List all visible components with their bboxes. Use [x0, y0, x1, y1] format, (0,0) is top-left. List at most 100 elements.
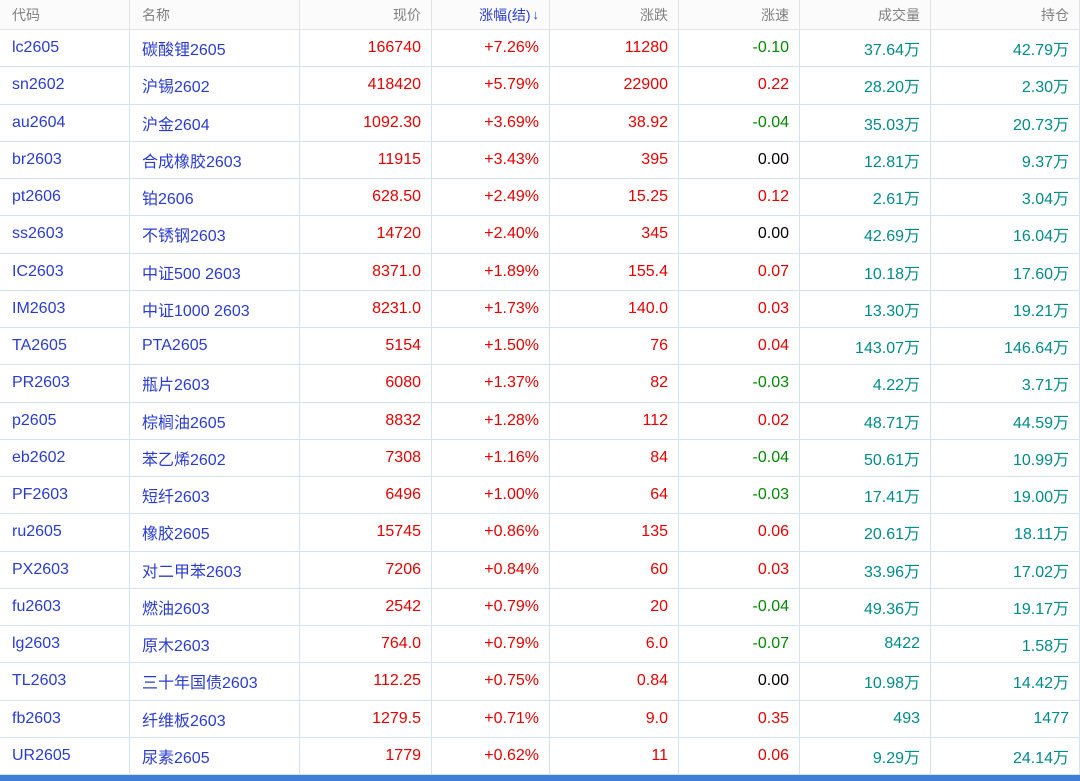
code-cell[interactable]: lg2603: [0, 626, 130, 664]
name-cell[interactable]: 三十年国债2603: [130, 663, 300, 701]
name-cell[interactable]: 合成橡胶2603: [130, 141, 300, 179]
quote-row-lc2605[interactable]: lc2605 碳酸锂2605 166740 +7.26% 11280 -0.10 37.64…: [0, 30, 1080, 68]
price-cell: 166740: [300, 30, 432, 68]
name-cell[interactable]: 苯乙烯2602: [130, 439, 300, 477]
change-cell: 11280: [550, 30, 679, 68]
code-cell[interactable]: TL2603: [0, 663, 130, 701]
open-interest-cell: 19.21万: [931, 290, 1080, 328]
name-cell[interactable]: 铂2606: [130, 179, 300, 217]
code-cell[interactable]: fu2603: [0, 588, 130, 626]
code-cell[interactable]: PX2603: [0, 551, 130, 589]
change-pct-cell: +1.89%: [432, 253, 550, 291]
change-cell: 140.0: [550, 290, 679, 328]
column-header-open_interest[interactable]: 持仓: [931, 0, 1080, 30]
quote-row-pt2606[interactable]: pt2606 铂2606 628.50 +2.49% 15.25 0.12 2.61万 3.0…: [0, 179, 1080, 217]
name-cell[interactable]: 沪金2604: [130, 104, 300, 142]
quote-row-sn2602[interactable]: sn2602 沪锡2602 418420 +5.79% 22900 0.22 28.20万 2…: [0, 67, 1080, 105]
sort-desc-icon: ↓: [532, 7, 540, 22]
quote-row-IM2603[interactable]: IM2603 中证1000 2603 8231.0 +1.73% 140.0 0.03 13…: [0, 290, 1080, 328]
code-cell[interactable]: pt2606: [0, 179, 130, 217]
volume-cell: 10.98万: [800, 663, 931, 701]
quote-row-UR2605[interactable]: UR2605 尿素2605 1779 +0.62% 11 0.06 9.29万 24.14万: [0, 737, 1080, 775]
code-cell[interactable]: ru2605: [0, 514, 130, 552]
price-cell: 112.25: [300, 663, 432, 701]
volume-cell: 2.61万: [800, 179, 931, 217]
code-cell[interactable]: lc2605: [0, 30, 130, 68]
code-cell[interactable]: ss2603: [0, 216, 130, 254]
code-cell[interactable]: eb2602: [0, 439, 130, 477]
volume-cell: 20.61万: [800, 514, 931, 552]
name-cell[interactable]: 不锈钢2603: [130, 216, 300, 254]
change-pct-cell: +0.75%: [432, 663, 550, 701]
code-cell[interactable]: TA2605: [0, 328, 130, 366]
column-header-name[interactable]: 名称: [130, 0, 300, 30]
name-cell[interactable]: 棕榈油2605: [130, 402, 300, 440]
volume-cell: 48.71万: [800, 402, 931, 440]
change-pct-cell: +0.79%: [432, 626, 550, 664]
quote-row-ss2603[interactable]: ss2603 不锈钢2603 14720 +2.40% 345 0.00 42.69万 16.…: [0, 216, 1080, 254]
quote-row-lg2603[interactable]: lg2603 原木2603 764.0 +0.79% 6.0 -0.07 8422 1.58万: [0, 626, 1080, 664]
code-cell[interactable]: UR2605: [0, 737, 130, 775]
code-cell[interactable]: p2605: [0, 402, 130, 440]
open-interest-cell: 2.30万: [931, 67, 1080, 105]
name-cell[interactable]: 碳酸锂2605: [130, 30, 300, 68]
quote-row-eb2602[interactable]: eb2602 苯乙烯2602 7308 +1.16% 84 -0.04 50.61万 10.9…: [0, 439, 1080, 477]
code-cell[interactable]: br2603: [0, 141, 130, 179]
quote-row-TA2605[interactable]: TA2605 PTA2605 5154 +1.50% 76 0.04 143.07万 146.…: [0, 328, 1080, 366]
code-cell[interactable]: fb2603: [0, 700, 130, 738]
price-cell: 628.50: [300, 179, 432, 217]
name-cell[interactable]: 原木2603: [130, 626, 300, 664]
name-cell[interactable]: 中证1000 2603: [130, 290, 300, 328]
open-interest-cell: 19.17万: [931, 588, 1080, 626]
quote-row-p2605[interactable]: p2605 棕榈油2605 8832 +1.28% 112 0.02 48.71万 44.59…: [0, 402, 1080, 440]
open-interest-cell: 1.58万: [931, 626, 1080, 664]
change-cell: 155.4: [550, 253, 679, 291]
quote-row-PR2603[interactable]: PR2603 瓶片2603 6080 +1.37% 82 -0.03 4.22万 3.71万: [0, 365, 1080, 403]
open-interest-cell: 3.71万: [931, 365, 1080, 403]
name-cell[interactable]: 瓶片2603: [130, 365, 300, 403]
change-pct-cell: +0.84%: [432, 551, 550, 589]
change-cell: 0.84: [550, 663, 679, 701]
change-pct-cell: +2.49%: [432, 179, 550, 217]
name-cell[interactable]: 沪锡2602: [130, 67, 300, 105]
quote-row-au2604[interactable]: au2604 沪金2604 1092.30 +3.69% 38.92 -0.04 35.03…: [0, 104, 1080, 142]
speed-cell: -0.10: [679, 30, 800, 68]
quote-row-PF2603[interactable]: PF2603 短纤2603 6496 +1.00% 64 -0.03 17.41万 19.00…: [0, 477, 1080, 515]
code-cell[interactable]: PR2603: [0, 365, 130, 403]
change-cell: 15.25: [550, 179, 679, 217]
quote-row-TL2603[interactable]: TL2603 三十年国债2603 112.25 +0.75% 0.84 0.00 10.98…: [0, 663, 1080, 701]
name-cell[interactable]: 纤维板2603: [130, 700, 300, 738]
quote-row-IC2603[interactable]: IC2603 中证500 2603 8371.0 +1.89% 155.4 0.07 10.…: [0, 253, 1080, 291]
column-header-price[interactable]: 现价: [300, 0, 432, 30]
name-cell[interactable]: 对二甲苯2603: [130, 551, 300, 589]
code-cell[interactable]: IC2603: [0, 253, 130, 291]
code-cell[interactable]: sn2602: [0, 67, 130, 105]
horizontal-scrollbar[interactable]: [0, 775, 1080, 781]
column-header-change[interactable]: 涨跌: [550, 0, 679, 30]
code-cell[interactable]: PF2603: [0, 477, 130, 515]
price-cell: 14720: [300, 216, 432, 254]
name-cell[interactable]: 燃油2603: [130, 588, 300, 626]
change-pct-cell: +5.79%: [432, 67, 550, 105]
code-cell[interactable]: au2604: [0, 104, 130, 142]
quote-row-ru2605[interactable]: ru2605 橡胶2605 15745 +0.86% 135 0.06 20.61万 18.1…: [0, 514, 1080, 552]
column-header-code[interactable]: 代码: [0, 0, 130, 30]
column-header-volume[interactable]: 成交量: [800, 0, 931, 30]
name-cell[interactable]: 短纤2603: [130, 477, 300, 515]
quote-row-fb2603[interactable]: fb2603 纤维板2603 1279.5 +0.71% 9.0 0.35 493 1477: [0, 700, 1080, 738]
quote-row-fu2603[interactable]: fu2603 燃油2603 2542 +0.79% 20 -0.04 49.36万 19.17…: [0, 588, 1080, 626]
quote-row-PX2603[interactable]: PX2603 对二甲苯2603 7206 +0.84% 60 0.03 33.96万 17.0…: [0, 551, 1080, 589]
name-cell[interactable]: 中证500 2603: [130, 253, 300, 291]
name-cell[interactable]: 尿素2605: [130, 737, 300, 775]
name-cell[interactable]: PTA2605: [130, 328, 300, 366]
speed-cell: -0.04: [679, 104, 800, 142]
column-header-speed[interactable]: 涨速: [679, 0, 800, 30]
open-interest-cell: 17.02万: [931, 551, 1080, 589]
code-cell[interactable]: IM2603: [0, 290, 130, 328]
column-header-change_pct[interactable]: 涨幅(结) ↓: [432, 0, 550, 30]
speed-cell: 0.02: [679, 402, 800, 440]
volume-cell: 49.36万: [800, 588, 931, 626]
volume-cell: 28.20万: [800, 67, 931, 105]
quote-row-br2603[interactable]: br2603 合成橡胶2603 11915 +3.43% 395 0.00 12.81万 9.…: [0, 141, 1080, 179]
name-cell[interactable]: 橡胶2605: [130, 514, 300, 552]
